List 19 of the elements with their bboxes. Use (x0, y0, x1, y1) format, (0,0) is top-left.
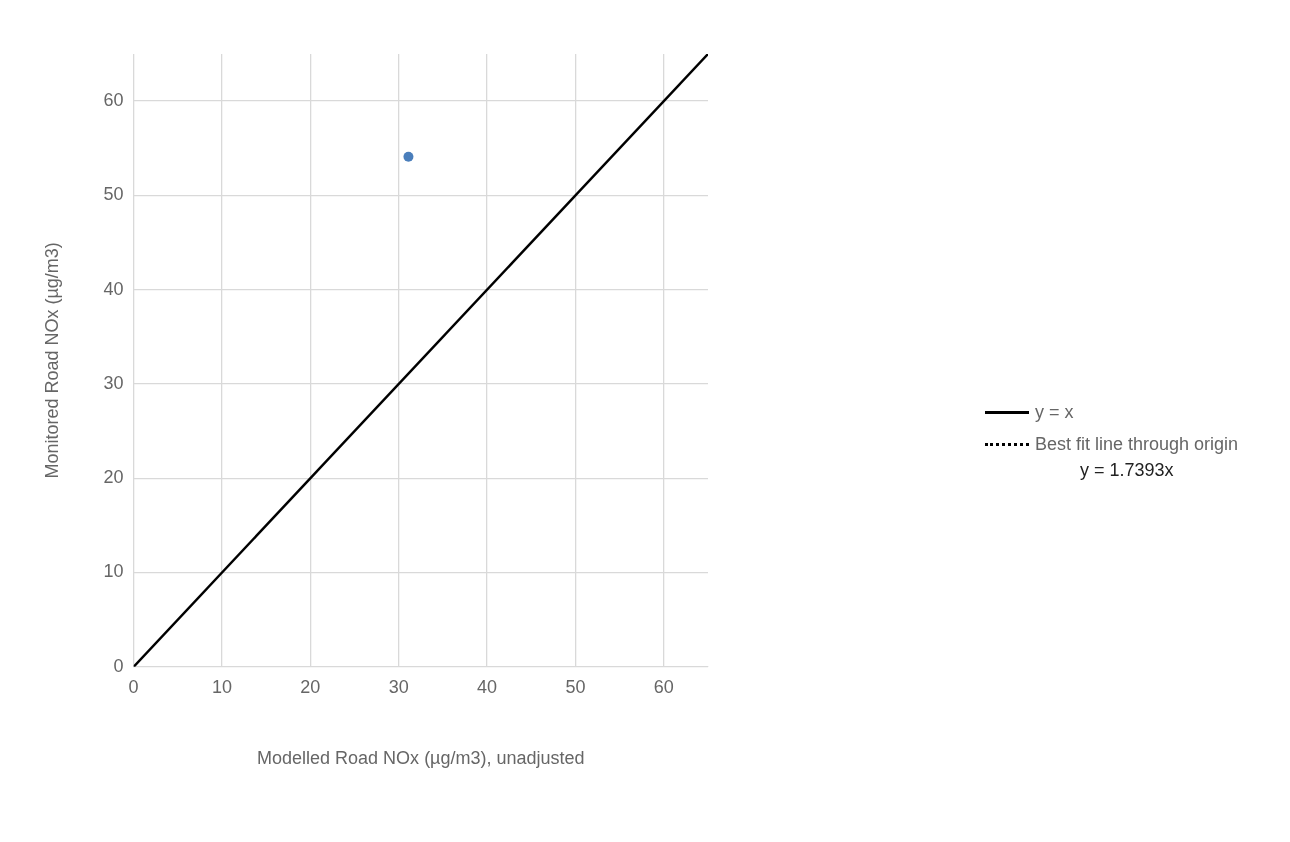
legend-label: Best fit line through origin (1035, 433, 1239, 455)
x-tick-label: 30 (388, 676, 409, 697)
y-tick-label: 40 (103, 278, 124, 299)
x-tick-label: 60 (653, 676, 674, 697)
y-tick-label: 0 (113, 655, 124, 676)
y-tick-label: 20 (103, 467, 124, 488)
x-tick-label: 50 (565, 676, 586, 697)
y-tick-label: 10 (103, 561, 124, 582)
y-tick-label: 30 (103, 372, 124, 393)
x-tick-label: 10 (211, 676, 232, 697)
x-tick-label: 40 (477, 676, 498, 697)
y-tick-label: 60 (103, 90, 124, 111)
x-axis-title: Modelled Road NOx (µg/m3), unadjusted (257, 748, 585, 769)
x-tick-label: 20 (300, 676, 321, 697)
legend-label: y = x (1035, 401, 1074, 423)
y-axis-title: Monitored Road NOx (µg/m3) (41, 242, 62, 479)
y-tick-label: 50 (103, 184, 124, 205)
text: y = 1.7393x (1080, 460, 1175, 481)
x-tick-label: 0 (128, 676, 139, 697)
